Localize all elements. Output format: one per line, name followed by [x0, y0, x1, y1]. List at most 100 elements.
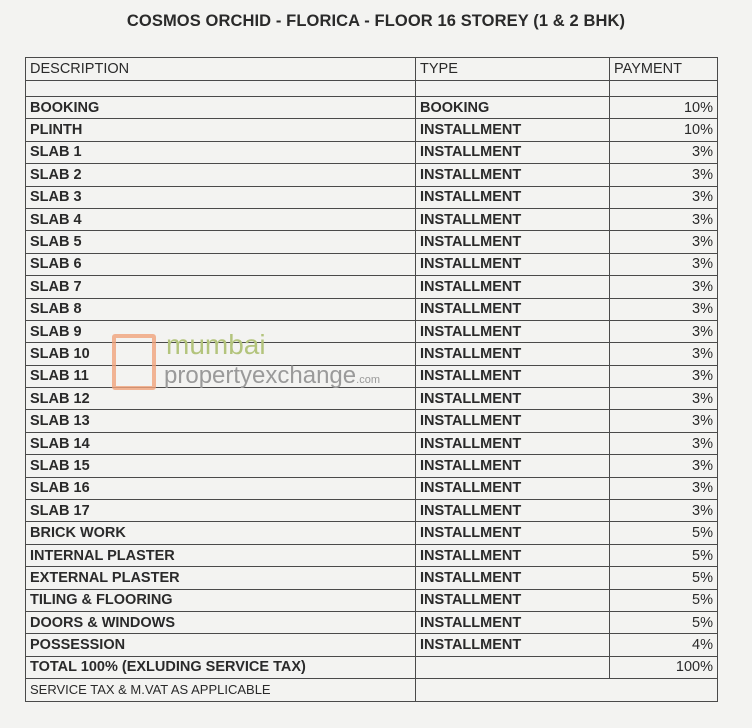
- cell-payment: 5%: [609, 588, 718, 612]
- header-row: DESCRIPTION TYPE PAYMENT: [25, 57, 718, 81]
- cell-description: PLINTH: [25, 118, 416, 142]
- cell-type: INSTALLMENT: [415, 319, 610, 344]
- cell-type: INSTALLMENT: [415, 454, 610, 478]
- cell-description: POSSESSION: [25, 633, 416, 657]
- table-row: BOOKING BOOKING 10%: [25, 95, 718, 120]
- cell-type: INSTALLMENT: [415, 118, 610, 142]
- cell-payment: 3%: [609, 342, 718, 366]
- table-row: SLAB 1 INSTALLMENT 3%: [25, 140, 718, 165]
- table-row: EXTERNAL PLASTER INSTALLMENT 5%: [25, 566, 718, 590]
- cell-payment: 3%: [609, 476, 718, 501]
- cell-payment: 10%: [609, 118, 718, 142]
- cell-payment: 3%: [609, 275, 718, 299]
- total-row: TOTAL 100% (EXLUDING SERVICE TAX) 100%: [25, 655, 718, 680]
- cell-payment: 5%: [609, 566, 718, 590]
- cell-payment: 3%: [609, 163, 718, 187]
- table-row: SLAB 7 INSTALLMENT 3%: [25, 275, 718, 299]
- cell-description: SLAB 3: [25, 185, 416, 209]
- cell-description: EXTERNAL PLASTER: [25, 566, 416, 590]
- cell-description: BOOKING: [25, 95, 416, 120]
- payment-schedule-table: DESCRIPTION TYPE PAYMENT BOOKING BOOKING 1…: [25, 57, 718, 702]
- cell-description: SLAB 17: [25, 499, 416, 523]
- cell-payment: 3%: [609, 252, 718, 277]
- cell-type: INSTALLMENT: [415, 275, 610, 299]
- cell-type: BOOKING: [415, 95, 610, 120]
- cell-type: INSTALLMENT: [415, 207, 610, 232]
- cell-payment: 3%: [609, 454, 718, 478]
- table-row: PLINTH INSTALLMENT 10%: [25, 118, 718, 142]
- cell-description: SLAB 16: [25, 476, 416, 501]
- table-row: TILING & FLOORING INSTALLMENT 5%: [25, 588, 718, 612]
- header-type: TYPE: [415, 57, 610, 81]
- table-row: BRICK WORK INSTALLMENT 5%: [25, 521, 718, 545]
- cell-payment: 3%: [609, 207, 718, 232]
- cell-type: INSTALLMENT: [415, 476, 610, 501]
- cell-payment: 3%: [609, 431, 718, 456]
- table-row: SLAB 17 INSTALLMENT 3%: [25, 499, 718, 523]
- cell-description: SLAB 8: [25, 297, 416, 321]
- cell-description: SLAB 14: [25, 431, 416, 456]
- cell-payment: 3%: [609, 319, 718, 344]
- table-row: DOORS & WINDOWS INSTALLMENT 5%: [25, 610, 718, 635]
- cell-description: SLAB 5: [25, 230, 416, 254]
- cell-payment: 5%: [609, 543, 718, 568]
- cell-type: INSTALLMENT: [415, 543, 610, 568]
- cell-payment: 3%: [609, 185, 718, 209]
- table-row: SLAB 9 INSTALLMENT 3%: [25, 319, 718, 344]
- table-row: POSSESSION INSTALLMENT 4%: [25, 633, 718, 657]
- cell-type: INSTALLMENT: [415, 163, 610, 187]
- cell-description: SLAB 2: [25, 163, 416, 187]
- cell-type: INSTALLMENT: [415, 588, 610, 612]
- cell-description: SLAB 12: [25, 387, 416, 411]
- table-row: SLAB 4 INSTALLMENT 3%: [25, 207, 718, 232]
- cell-description: SLAB 13: [25, 409, 416, 433]
- cell-description: SLAB 10: [25, 342, 416, 366]
- cell-description: BRICK WORK: [25, 521, 416, 545]
- cell-description: DOORS & WINDOWS: [25, 610, 416, 635]
- cell-payment: 3%: [609, 297, 718, 321]
- table-row: SLAB 16 INSTALLMENT 3%: [25, 476, 718, 501]
- cell-description: SLAB 6: [25, 252, 416, 277]
- document-title: COSMOS ORCHID - FLORICA - FLOOR 16 STORE…: [126, 12, 626, 30]
- cell-payment: 5%: [609, 521, 718, 545]
- blank-row: [25, 80, 718, 97]
- table-row: SLAB 3 INSTALLMENT 3%: [25, 185, 718, 209]
- table-row: SLAB 14 INSTALLMENT 3%: [25, 431, 718, 456]
- table-row: SLAB 12 INSTALLMENT 3%: [25, 387, 718, 411]
- cell-description: SLAB 1: [25, 140, 416, 165]
- cell-type: INSTALLMENT: [415, 252, 610, 277]
- cell-type: INSTALLMENT: [415, 364, 610, 389]
- cell-payment: 3%: [609, 140, 718, 165]
- table-row: SLAB 8 INSTALLMENT 3%: [25, 297, 718, 321]
- cell-payment: 3%: [609, 499, 718, 523]
- cell-description: SLAB 9: [25, 319, 416, 344]
- cell-type: INSTALLMENT: [415, 633, 610, 657]
- table-row: SLAB 5 INSTALLMENT 3%: [25, 230, 718, 254]
- cell-payment: 10%: [609, 95, 718, 120]
- total-label: TOTAL 100% (EXLUDING SERVICE TAX): [25, 655, 416, 680]
- cell-type: INSTALLMENT: [415, 297, 610, 321]
- table-row: SLAB 13 INSTALLMENT 3%: [25, 409, 718, 433]
- cell-type: INSTALLMENT: [415, 185, 610, 209]
- cell-payment: 5%: [609, 610, 718, 635]
- cell-payment: 3%: [609, 409, 718, 433]
- cell-description: SLAB 15: [25, 454, 416, 478]
- cell-type: INSTALLMENT: [415, 566, 610, 590]
- cell-description: TILING & FLOORING: [25, 588, 416, 612]
- cell-description: SLAB 4: [25, 207, 416, 232]
- cell-payment: 4%: [609, 633, 718, 657]
- cell-payment: 3%: [609, 387, 718, 411]
- header-description: DESCRIPTION: [25, 57, 416, 81]
- cell-type: INSTALLMENT: [415, 499, 610, 523]
- table-row: SLAB 2 INSTALLMENT 3%: [25, 163, 718, 187]
- cell-type: INSTALLMENT: [415, 431, 610, 456]
- cell-description: SLAB 7: [25, 275, 416, 299]
- table-row: SLAB 15 INSTALLMENT 3%: [25, 454, 718, 478]
- cell-type: INSTALLMENT: [415, 521, 610, 545]
- cell-payment: 3%: [609, 364, 718, 389]
- cell-type: INSTALLMENT: [415, 387, 610, 411]
- table-row: SLAB 6 INSTALLMENT 3%: [25, 252, 718, 277]
- cell-description: SLAB 11: [25, 364, 416, 389]
- cell-payment: 3%: [609, 230, 718, 254]
- table-row: INTERNAL PLASTER INSTALLMENT 5%: [25, 543, 718, 568]
